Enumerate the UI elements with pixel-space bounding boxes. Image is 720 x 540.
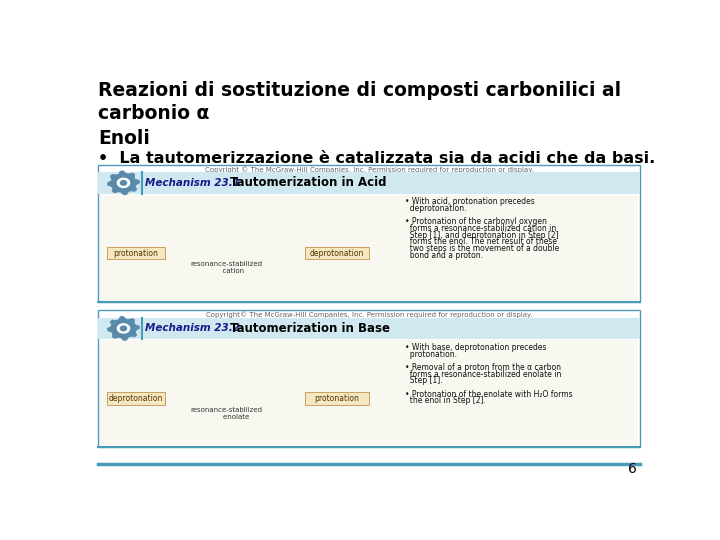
Text: Reazioni di sostituzione di composti carbonilici al: Reazioni di sostituzione di composti car… bbox=[99, 82, 621, 100]
Text: two steps is the movement of a double: two steps is the movement of a double bbox=[405, 244, 559, 253]
Text: the enol in Step [2].: the enol in Step [2]. bbox=[405, 396, 486, 405]
Text: forms the enol. The net result of these: forms the enol. The net result of these bbox=[405, 238, 557, 246]
Text: Enoli: Enoli bbox=[99, 129, 150, 149]
Text: protonation: protonation bbox=[315, 394, 359, 403]
Circle shape bbox=[120, 326, 127, 330]
FancyBboxPatch shape bbox=[107, 392, 166, 404]
Circle shape bbox=[120, 180, 127, 185]
Text: • With base, deprotonation precedes: • With base, deprotonation precedes bbox=[405, 343, 546, 352]
FancyBboxPatch shape bbox=[305, 392, 369, 404]
Text: carbonio α: carbonio α bbox=[99, 104, 210, 123]
Text: forms a resonance-stabilized enolate in: forms a resonance-stabilized enolate in bbox=[405, 369, 562, 379]
Text: • Protonation of the carbonyl oxygen: • Protonation of the carbonyl oxygen bbox=[405, 218, 547, 226]
Text: resonance-stabilized
        enolate: resonance-stabilized enolate bbox=[191, 407, 263, 420]
Text: Tautomerization in Acid: Tautomerization in Acid bbox=[230, 177, 386, 190]
Text: deprotonation.: deprotonation. bbox=[405, 204, 467, 213]
Text: Mechanism 23.2: Mechanism 23.2 bbox=[145, 323, 240, 333]
Circle shape bbox=[117, 324, 130, 333]
FancyBboxPatch shape bbox=[100, 195, 638, 301]
Text: Step [1].: Step [1]. bbox=[405, 376, 443, 385]
Text: forms a resonance-stabilized cation in: forms a resonance-stabilized cation in bbox=[405, 224, 557, 233]
FancyBboxPatch shape bbox=[305, 247, 369, 259]
Text: deprotonation: deprotonation bbox=[109, 394, 163, 403]
Text: protonation: protonation bbox=[114, 248, 158, 258]
FancyBboxPatch shape bbox=[99, 172, 639, 194]
Text: Step [1], and deprotonation in Step [2]: Step [1], and deprotonation in Step [2] bbox=[405, 231, 559, 240]
Text: •  La tautomerizzazione è catalizzata sia da acidi che da basi.: • La tautomerizzazione è catalizzata sia… bbox=[99, 151, 656, 166]
Text: • With acid, protonation precedes: • With acid, protonation precedes bbox=[405, 198, 535, 206]
FancyBboxPatch shape bbox=[107, 247, 166, 259]
Polygon shape bbox=[107, 171, 140, 195]
Text: • Removal of a proton from the α carbon: • Removal of a proton from the α carbon bbox=[405, 363, 562, 372]
FancyBboxPatch shape bbox=[99, 165, 639, 302]
FancyBboxPatch shape bbox=[99, 318, 639, 339]
FancyBboxPatch shape bbox=[100, 341, 638, 446]
FancyBboxPatch shape bbox=[99, 310, 639, 447]
Text: • Protonation of the enolate with H₂O forms: • Protonation of the enolate with H₂O fo… bbox=[405, 389, 573, 399]
Text: bond and a proton.: bond and a proton. bbox=[405, 251, 483, 260]
Circle shape bbox=[117, 178, 130, 187]
Text: Mechanism 23.1: Mechanism 23.1 bbox=[145, 178, 240, 188]
Text: Tautomerization in Base: Tautomerization in Base bbox=[230, 322, 390, 335]
Text: deprotonation: deprotonation bbox=[310, 248, 364, 258]
Text: 6: 6 bbox=[628, 462, 637, 476]
Polygon shape bbox=[107, 316, 140, 340]
Text: resonance-stabilized
      cation: resonance-stabilized cation bbox=[191, 261, 263, 274]
Text: protonation.: protonation. bbox=[405, 349, 457, 359]
Text: Copyright© The McGraw-Hill Companies, Inc. Permission required for reproduction : Copyright© The McGraw-Hill Companies, In… bbox=[206, 312, 532, 319]
Text: Copyright © The McGraw-Hill Companies, Inc. Permission required for reproduction: Copyright © The McGraw-Hill Companies, I… bbox=[204, 166, 534, 173]
